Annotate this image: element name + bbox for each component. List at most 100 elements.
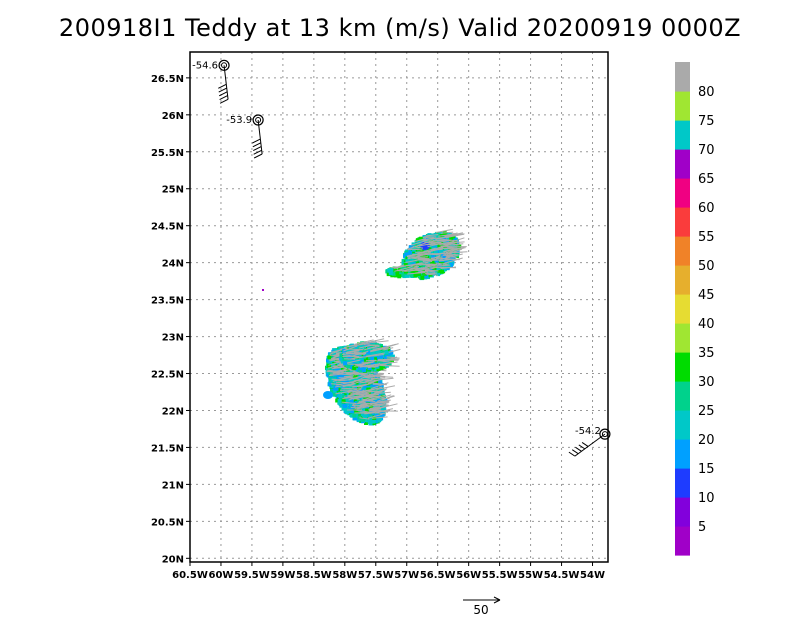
wind-vector xyxy=(362,395,377,401)
wind-vector xyxy=(440,231,454,234)
wind-cell xyxy=(353,363,358,368)
colorbar-label: 20 xyxy=(698,433,715,448)
wind-cell xyxy=(351,404,356,409)
wind-vector xyxy=(436,258,456,260)
wind-vector xyxy=(405,258,425,263)
wind-cell xyxy=(440,252,445,257)
wind-cell xyxy=(366,391,371,395)
x-tick-label: 57W xyxy=(394,570,419,581)
wind-vector xyxy=(423,253,442,256)
wind-cell xyxy=(387,356,392,361)
wind-cell xyxy=(352,413,357,418)
wind-vector xyxy=(407,248,420,251)
wind-vector xyxy=(417,247,436,254)
wind-cell xyxy=(387,353,392,358)
colorbar-label: 70 xyxy=(698,143,715,158)
station-ring xyxy=(599,428,611,440)
wind-cell xyxy=(364,421,368,425)
wind-vector xyxy=(369,340,389,344)
wind-cell xyxy=(373,410,378,415)
y-tick-label: 26N xyxy=(162,111,184,122)
wind-cell xyxy=(330,384,335,389)
wind-vector xyxy=(362,399,376,403)
wind-vector xyxy=(378,403,398,409)
wind-cell xyxy=(359,377,364,382)
wind-vector xyxy=(354,412,368,414)
wind-cell xyxy=(361,417,366,422)
wind-vector xyxy=(343,371,358,375)
wind-cell xyxy=(454,243,459,248)
wind-vector xyxy=(381,395,395,401)
wind-cell xyxy=(424,273,429,278)
wind-cell xyxy=(354,401,359,406)
wind-cell xyxy=(354,416,359,421)
wind-cell xyxy=(367,366,372,371)
wind-cell xyxy=(327,363,331,368)
wind-cell xyxy=(388,267,393,272)
wind-vector xyxy=(406,262,423,267)
wind-vector xyxy=(375,399,391,403)
wind-vector xyxy=(352,401,366,405)
wind-vector xyxy=(357,361,375,367)
wind-vector xyxy=(362,387,379,392)
wind-cell xyxy=(262,289,264,291)
wind-cell xyxy=(410,273,414,278)
wind-cell xyxy=(341,399,346,404)
wind-cell xyxy=(345,376,350,381)
wind-vector xyxy=(346,380,364,387)
y-tick-label: 25N xyxy=(162,185,184,196)
wind-vector xyxy=(343,396,360,400)
wind-vector xyxy=(370,377,386,380)
colorbar-label: 80 xyxy=(698,85,715,100)
wind-cell xyxy=(376,351,380,356)
station-barb xyxy=(218,83,227,89)
wind-vector xyxy=(375,375,394,378)
wind-cell xyxy=(326,358,330,363)
station-marker: -53.9 xyxy=(226,114,264,159)
wind-cell xyxy=(358,373,362,378)
wind-cell xyxy=(370,382,375,387)
wind-vector xyxy=(447,247,466,252)
wind-vector xyxy=(436,246,456,250)
wind-cell xyxy=(352,366,357,371)
wind-cell xyxy=(408,251,413,255)
wind-cell xyxy=(337,390,342,395)
y-tick-label: 22.5N xyxy=(151,370,184,381)
wind-vector xyxy=(352,383,368,388)
colorbar-label: 50 xyxy=(698,259,715,274)
x-tick-label: 60W xyxy=(208,570,233,581)
wind-vector xyxy=(383,343,396,349)
wind-vector xyxy=(379,361,398,365)
wind-cell xyxy=(433,240,438,244)
wind-vector xyxy=(359,373,371,376)
wind-cell xyxy=(358,356,363,360)
station-barb xyxy=(253,146,262,151)
wind-vector xyxy=(419,237,434,241)
wind-cell xyxy=(401,258,406,263)
wind-cell xyxy=(420,275,425,280)
wind-core xyxy=(323,391,333,399)
wind-cell xyxy=(350,389,355,394)
colorbar-segment xyxy=(675,468,690,498)
plot-frame xyxy=(189,51,609,563)
wind-cell xyxy=(441,240,446,245)
wind-vector xyxy=(359,417,370,420)
wind-cell xyxy=(356,417,361,422)
x-tick-label: 56W xyxy=(456,570,481,581)
wind-cell xyxy=(349,399,354,404)
x-tick-label: 57.5W xyxy=(358,570,394,581)
wind-cell xyxy=(363,353,368,358)
wind-cell xyxy=(367,419,372,424)
wind-cell xyxy=(336,375,341,380)
station-barb xyxy=(218,87,227,93)
wind-cell xyxy=(373,367,378,372)
wind-cell xyxy=(371,380,376,385)
wind-cell xyxy=(389,350,394,355)
wind-cell xyxy=(381,403,386,408)
wind-vector xyxy=(371,411,387,415)
wind-cell xyxy=(337,398,342,403)
colorbar-segment xyxy=(675,410,690,440)
wind-cell xyxy=(380,394,385,399)
wind-vector xyxy=(365,394,377,397)
x-tick-label: 58.5W xyxy=(296,570,332,581)
